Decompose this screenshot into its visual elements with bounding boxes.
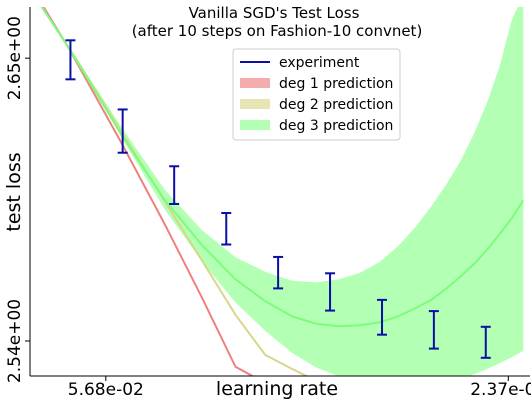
x-tick-label: 5.68e-02	[68, 380, 144, 400]
deg3-prediction-band	[41, 7, 524, 376]
axis-ticks: 5.68e-02 2.37e-01 2.65e+00 2.54e+00	[5, 16, 531, 400]
legend-frame	[232, 48, 401, 141]
experiment-errorbar	[221, 211, 232, 246]
legend-entry: deg 3 prediction	[240, 118, 393, 134]
deg-3-prediction-line	[40, 7, 525, 328]
y-tick-label: 2.54e+00	[5, 299, 25, 383]
legend-swatch	[240, 120, 270, 130]
experiment-errorbar	[428, 310, 439, 350]
x-tick-label: 2.37e-01	[470, 380, 531, 400]
legend-label: deg 1 prediction	[279, 76, 393, 92]
legend-entry: experiment	[240, 55, 360, 71]
y-axis-label: test loss	[3, 152, 25, 231]
legend: experiment deg 1 prediction deg 2 predicti…	[232, 48, 401, 141]
chart-title: Vanilla SGD's Test Loss	[189, 4, 360, 22]
experiment-errorbar	[169, 165, 180, 205]
experiment-errorbar	[117, 108, 128, 154]
legend-label: deg 3 prediction	[279, 118, 393, 134]
legend-entry: deg 2 prediction	[240, 97, 393, 113]
legend-label: deg 2 prediction	[279, 97, 393, 113]
experiment-errorbar	[65, 39, 76, 81]
experiment-errorbar	[480, 325, 491, 359]
experiment-errorbar	[325, 272, 336, 312]
legend-swatch	[240, 99, 270, 109]
experiment-errorbar	[377, 298, 388, 336]
deg-1-prediction-line	[42, 7, 255, 376]
x-axis-label: learning rate	[216, 378, 338, 400]
experiment-errorbar	[273, 255, 284, 290]
plot-area	[40, 7, 525, 376]
y-tick-label: 2.65e+00	[5, 16, 25, 100]
legend-swatch	[240, 78, 270, 88]
chart-subtitle: (after 10 steps on Fashion-10 convnet)	[132, 22, 423, 40]
legend-label: experiment	[279, 55, 360, 71]
legend-entry: deg 1 prediction	[240, 76, 393, 92]
